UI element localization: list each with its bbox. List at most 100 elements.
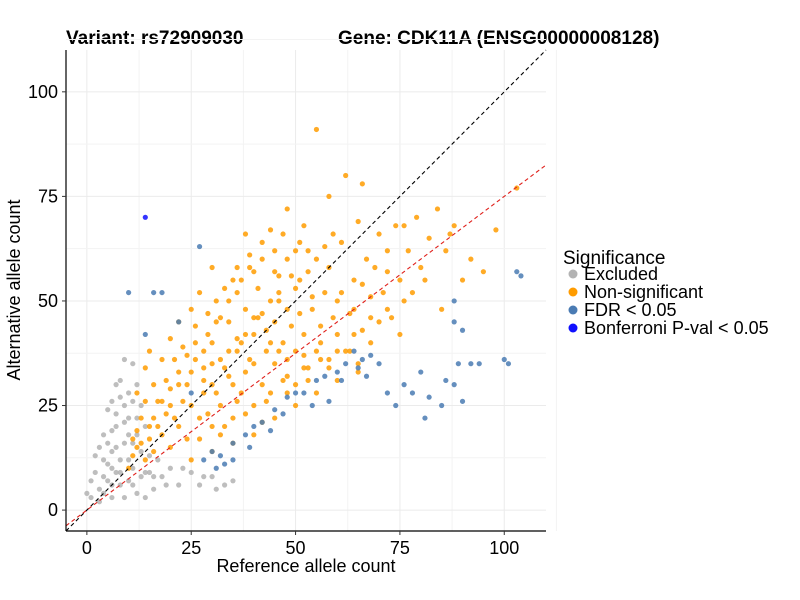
point-non-significant xyxy=(234,348,240,354)
point-non-significant xyxy=(288,323,294,329)
point-non-significant xyxy=(192,340,198,346)
point-fdr-0-05 xyxy=(422,415,428,421)
point-fdr-0-05 xyxy=(518,273,524,279)
point-non-significant xyxy=(330,315,336,321)
point-non-significant xyxy=(130,453,136,459)
point-non-significant xyxy=(397,277,403,283)
point-excluded xyxy=(130,482,136,488)
point-non-significant xyxy=(255,285,261,292)
point-fdr-0-05 xyxy=(468,361,474,367)
point-excluded xyxy=(134,382,140,388)
point-non-significant xyxy=(297,277,303,283)
point-non-significant xyxy=(272,415,278,421)
legend-key-3 xyxy=(568,323,578,333)
point-non-significant xyxy=(468,256,474,262)
point-excluded xyxy=(121,402,128,409)
point-fdr-0-05 xyxy=(418,369,424,375)
point-non-significant xyxy=(322,289,328,296)
point-non-significant xyxy=(155,398,161,404)
point-excluded xyxy=(163,482,169,488)
point-non-significant xyxy=(292,402,299,409)
point-excluded xyxy=(151,486,157,492)
point-non-significant xyxy=(301,352,307,358)
legend-key-1 xyxy=(568,287,578,297)
point-excluded xyxy=(109,448,115,455)
point-fdr-0-05 xyxy=(259,419,265,425)
point-excluded xyxy=(121,356,128,363)
point-non-significant xyxy=(167,402,173,409)
point-non-significant xyxy=(234,398,240,404)
point-non-significant xyxy=(272,248,278,254)
point-fdr-0-05 xyxy=(309,402,315,409)
point-non-significant xyxy=(201,377,207,384)
point-non-significant xyxy=(226,319,232,325)
point-excluded xyxy=(109,494,115,501)
y-tick-label: 100 xyxy=(28,82,58,102)
point-non-significant xyxy=(318,356,324,363)
point-non-significant xyxy=(267,390,274,396)
point-non-significant xyxy=(192,323,198,329)
point-non-significant xyxy=(305,365,311,371)
point-non-significant xyxy=(280,377,286,384)
point-non-significant xyxy=(292,285,299,292)
point-fdr-0-05 xyxy=(272,407,278,413)
legend-label: Non-significant xyxy=(584,282,703,302)
point-non-significant xyxy=(146,423,153,430)
point-excluded xyxy=(96,499,102,505)
point-excluded xyxy=(117,469,123,476)
point-non-significant xyxy=(355,361,361,367)
point-excluded xyxy=(113,423,119,430)
point-non-significant xyxy=(372,264,378,271)
point-non-significant xyxy=(334,331,340,338)
point-non-significant xyxy=(326,193,332,199)
point-non-significant xyxy=(222,423,228,430)
point-non-significant xyxy=(192,356,198,363)
point-non-significant xyxy=(267,227,274,233)
point-non-significant xyxy=(209,423,215,430)
point-non-significant xyxy=(426,235,432,241)
point-non-significant xyxy=(338,239,345,245)
point-non-significant xyxy=(276,348,282,354)
point-fdr-0-05 xyxy=(188,390,194,396)
point-non-significant xyxy=(288,273,294,279)
point-non-significant xyxy=(146,436,153,442)
point-excluded xyxy=(109,398,115,404)
point-excluded xyxy=(121,419,128,425)
point-non-significant xyxy=(330,231,336,237)
point-non-significant xyxy=(301,331,307,338)
point-excluded xyxy=(130,398,136,404)
point-fdr-0-05 xyxy=(284,394,290,400)
point-excluded xyxy=(167,465,173,471)
point-non-significant xyxy=(284,206,290,212)
point-fdr-0-05 xyxy=(351,348,357,354)
point-non-significant xyxy=(338,289,345,296)
point-non-significant xyxy=(443,248,449,254)
point-fdr-0-05 xyxy=(459,327,466,333)
legend-label: Bonferroni P-val < 0.05 xyxy=(584,318,769,338)
legend-key-2 xyxy=(568,305,578,315)
point-excluded xyxy=(113,382,119,388)
point-non-significant xyxy=(188,457,194,463)
point-excluded xyxy=(113,469,119,476)
grid xyxy=(66,39,557,531)
point-non-significant xyxy=(242,306,249,312)
point-non-significant xyxy=(226,348,232,354)
point-non-significant xyxy=(376,319,382,325)
point-non-significant xyxy=(305,269,311,275)
point-excluded xyxy=(105,461,111,467)
point-non-significant xyxy=(196,289,203,296)
reference-line-fit xyxy=(65,164,547,527)
point-non-significant xyxy=(380,289,386,296)
point-non-significant xyxy=(259,239,265,245)
point-non-significant xyxy=(238,340,244,346)
point-non-significant xyxy=(151,415,157,421)
data-points xyxy=(84,126,524,505)
point-non-significant xyxy=(347,348,353,354)
point-non-significant xyxy=(130,436,136,442)
point-excluded xyxy=(126,390,132,396)
point-excluded xyxy=(151,474,157,480)
point-excluded xyxy=(109,465,115,471)
point-non-significant xyxy=(267,340,274,346)
point-excluded xyxy=(142,469,148,476)
